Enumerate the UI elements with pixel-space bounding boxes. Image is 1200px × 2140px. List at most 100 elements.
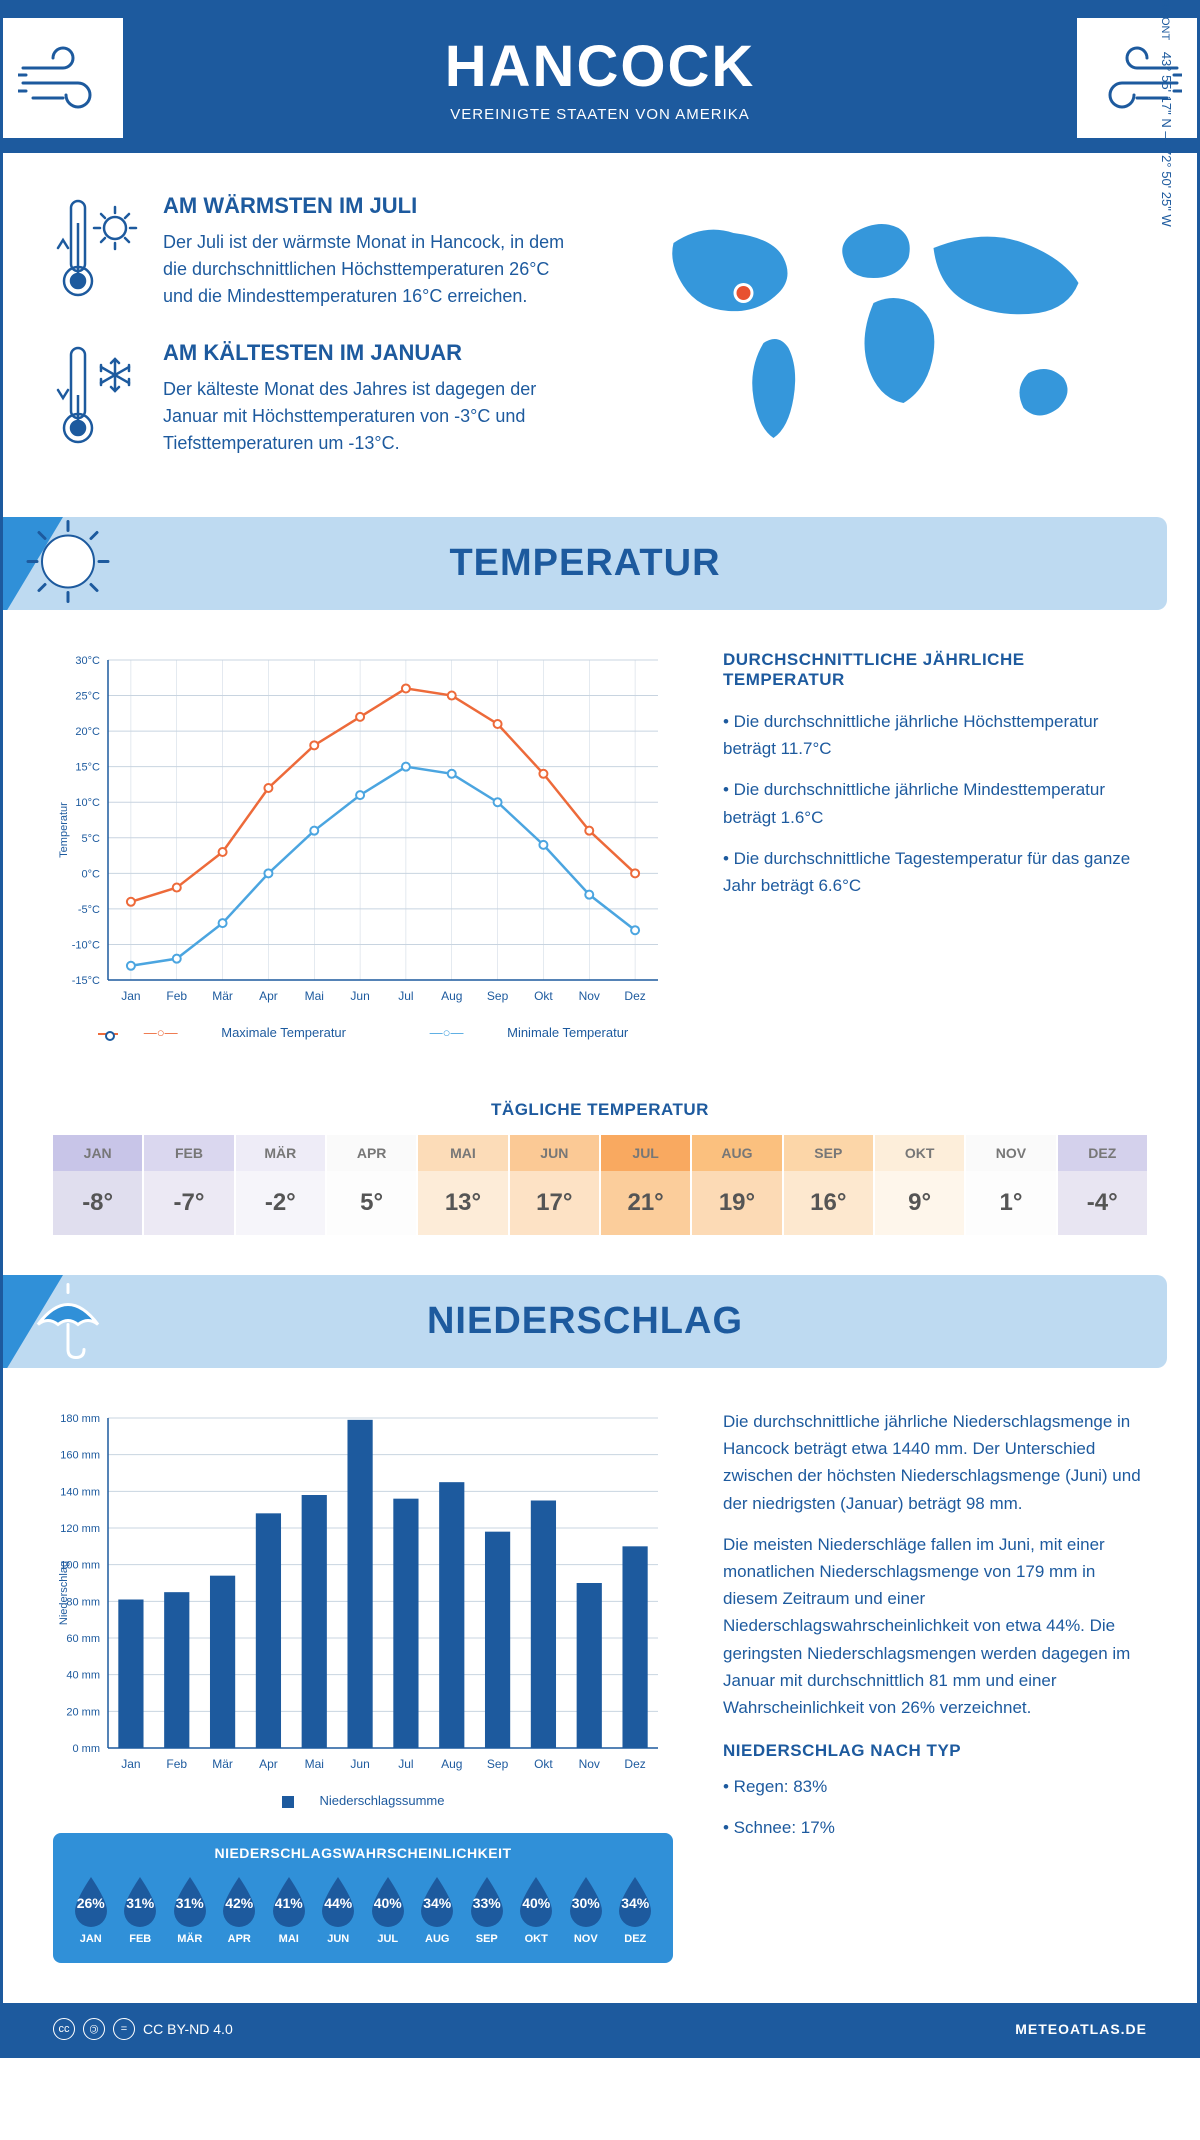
svg-text:-10°C: -10°C bbox=[72, 939, 100, 951]
warmest-title: AM WÄRMSTEN IM JULI bbox=[163, 193, 580, 219]
svg-text:Mär: Mär bbox=[212, 989, 233, 1003]
coordinates: VERMONT 43° 55' 17" N — 72° 50' 25" W bbox=[1160, 0, 1175, 227]
temp-table-cell: APR5° bbox=[327, 1135, 418, 1235]
nd-icon: = bbox=[113, 2018, 135, 2040]
svg-text:0°C: 0°C bbox=[82, 868, 101, 880]
svg-text:60 mm: 60 mm bbox=[66, 1633, 100, 1645]
svg-text:Aug: Aug bbox=[441, 1757, 462, 1771]
precip-chart-legend: Niederschlagssumme bbox=[53, 1793, 673, 1808]
svg-text:120 mm: 120 mm bbox=[60, 1523, 100, 1535]
svg-text:Feb: Feb bbox=[166, 989, 187, 1003]
svg-text:Jun: Jun bbox=[350, 989, 369, 1003]
prob-cell: 40%JUL bbox=[365, 1873, 411, 1945]
cc-icon: cc bbox=[53, 2018, 75, 2040]
svg-text:140 mm: 140 mm bbox=[60, 1486, 100, 1498]
svg-text:40 mm: 40 mm bbox=[66, 1670, 100, 1682]
warmest-text: Der Juli ist der wärmste Monat in Hancoc… bbox=[163, 229, 580, 310]
prob-cell: 34%DEZ bbox=[613, 1873, 659, 1945]
page-footer: cc 🄯 = CC BY-ND 4.0 METEOATLAS.DE bbox=[3, 2003, 1197, 2055]
warmest-block: AM WÄRMSTEN IM JULI Der Juli ist der wär… bbox=[53, 193, 580, 310]
wind-icon bbox=[3, 18, 123, 138]
temp-table-cell: OKT9° bbox=[875, 1135, 966, 1235]
svg-text:Apr: Apr bbox=[259, 1757, 278, 1771]
svg-text:Jul: Jul bbox=[398, 1757, 413, 1771]
svg-text:-5°C: -5°C bbox=[78, 904, 100, 916]
umbrella-icon bbox=[23, 1275, 113, 1368]
precip-text-2: Die meisten Niederschläge fallen im Juni… bbox=[723, 1531, 1147, 1721]
svg-text:Dez: Dez bbox=[624, 989, 645, 1003]
site-name: METEOATLAS.DE bbox=[1015, 2021, 1147, 2037]
temp-table-cell: JUL21° bbox=[601, 1135, 692, 1235]
coldest-text: Der kälteste Monat des Jahres ist dagege… bbox=[163, 376, 580, 457]
daily-temp-title: TÄGLICHE TEMPERATUR bbox=[3, 1100, 1197, 1120]
svg-text:Jun: Jun bbox=[350, 1757, 369, 1771]
temp-chart-legend: .sw::after{border:2px solid currentColor… bbox=[53, 1025, 673, 1040]
prob-cell: 40%OKT bbox=[514, 1873, 560, 1945]
prob-cell: 31%FEB bbox=[118, 1873, 164, 1945]
svg-text:Jan: Jan bbox=[121, 989, 140, 1003]
svg-text:-15°C: -15°C bbox=[72, 975, 100, 987]
world-map bbox=[620, 193, 1147, 473]
temp-table-cell: JAN-8° bbox=[53, 1135, 144, 1235]
by-icon: 🄯 bbox=[83, 2018, 105, 2040]
svg-text:Mär: Mär bbox=[212, 1757, 233, 1771]
prob-cell: 26%JAN bbox=[68, 1873, 114, 1945]
section-header-temp: TEMPERATUR bbox=[3, 517, 1167, 610]
temp-table-cell: MAI13° bbox=[418, 1135, 509, 1235]
coldest-title: AM KÄLTESTEN IM JANUAR bbox=[163, 340, 580, 366]
svg-text:80 mm: 80 mm bbox=[66, 1596, 100, 1608]
svg-text:25°C: 25°C bbox=[75, 691, 100, 703]
svg-text:Temperatur: Temperatur bbox=[58, 802, 70, 858]
svg-text:10°C: 10°C bbox=[75, 797, 100, 809]
section-header-precip: NIEDERSCHLAG bbox=[3, 1275, 1167, 1368]
svg-text:Niederschlag: Niederschlag bbox=[58, 1561, 70, 1625]
temp-section-title: TEMPERATUR bbox=[53, 542, 1117, 585]
temperature-line-chart: -15°C-10°C-5°C0°C5°C10°C15°C20°C25°C30°C… bbox=[53, 650, 673, 1010]
svg-text:180 mm: 180 mm bbox=[60, 1413, 100, 1425]
svg-text:Nov: Nov bbox=[579, 989, 600, 1003]
temp-table-cell: FEB-7° bbox=[144, 1135, 235, 1235]
svg-text:Mai: Mai bbox=[305, 989, 324, 1003]
precip-probability-box: NIEDERSCHLAGSWAHRSCHEINLICHKEIT 26%JAN31… bbox=[53, 1833, 673, 1963]
coldest-block: AM KÄLTESTEN IM JANUAR Der kälteste Mona… bbox=[53, 340, 580, 457]
thermometer-sun-icon bbox=[53, 193, 143, 310]
temp-bullet: • Die durchschnittliche jährliche Mindes… bbox=[723, 776, 1147, 830]
precipitation-bar-chart: 0 mm20 mm40 mm60 mm80 mm100 mm120 mm140 … bbox=[53, 1408, 673, 1778]
temp-bullet: • Die durchschnittliche jährliche Höchst… bbox=[723, 708, 1147, 762]
temp-table-cell: SEP16° bbox=[784, 1135, 875, 1235]
svg-text:Okt: Okt bbox=[534, 1757, 553, 1771]
prob-cell: 44%JUN bbox=[316, 1873, 362, 1945]
svg-text:Jul: Jul bbox=[398, 989, 413, 1003]
temp-table-cell: AUG19° bbox=[692, 1135, 783, 1235]
svg-text:160 mm: 160 mm bbox=[60, 1450, 100, 1462]
license-text: CC BY-ND 4.0 bbox=[143, 2021, 233, 2037]
temp-table-cell: NOV1° bbox=[966, 1135, 1057, 1235]
temp-bullet: • Die durchschnittliche Tagestemperatur … bbox=[723, 845, 1147, 899]
wind-icon bbox=[1077, 18, 1197, 138]
temp-table-cell: DEZ-4° bbox=[1058, 1135, 1147, 1235]
page-header: HANCOCK VEREINIGTE STAATEN VON AMERIKA bbox=[3, 3, 1197, 153]
svg-text:15°C: 15°C bbox=[75, 762, 100, 774]
thermometer-snow-icon bbox=[53, 340, 143, 457]
svg-text:Feb: Feb bbox=[166, 1757, 187, 1771]
prob-cell: 33%SEP bbox=[464, 1873, 510, 1945]
prob-cell: 42%APR bbox=[217, 1873, 263, 1945]
prob-cell: 34%AUG bbox=[415, 1873, 461, 1945]
svg-text:20 mm: 20 mm bbox=[66, 1706, 100, 1718]
temp-text-heading: DURCHSCHNITTLICHE JÄHRLICHE TEMPERATUR bbox=[723, 650, 1147, 690]
svg-text:Dez: Dez bbox=[624, 1757, 645, 1771]
svg-text:20°C: 20°C bbox=[75, 726, 100, 738]
svg-text:Sep: Sep bbox=[487, 989, 509, 1003]
daily-temp-table: JAN-8°FEB-7°MÄR-2°APR5°MAI13°JUN17°JUL21… bbox=[53, 1135, 1147, 1235]
svg-text:Nov: Nov bbox=[579, 1757, 600, 1771]
prob-cell: 41%MAI bbox=[266, 1873, 312, 1945]
svg-text:Sep: Sep bbox=[487, 1757, 509, 1771]
precip-type-bullet: • Schnee: 17% bbox=[723, 1814, 1147, 1841]
svg-text:Aug: Aug bbox=[441, 989, 462, 1003]
precip-text-1: Die durchschnittliche jährliche Niedersc… bbox=[723, 1408, 1147, 1517]
svg-text:Apr: Apr bbox=[259, 989, 278, 1003]
temp-table-cell: MÄR-2° bbox=[236, 1135, 327, 1235]
svg-text:Jan: Jan bbox=[121, 1757, 140, 1771]
svg-text:30°C: 30°C bbox=[75, 655, 100, 667]
precip-type-heading: NIEDERSCHLAG NACH TYP bbox=[723, 1741, 1147, 1761]
